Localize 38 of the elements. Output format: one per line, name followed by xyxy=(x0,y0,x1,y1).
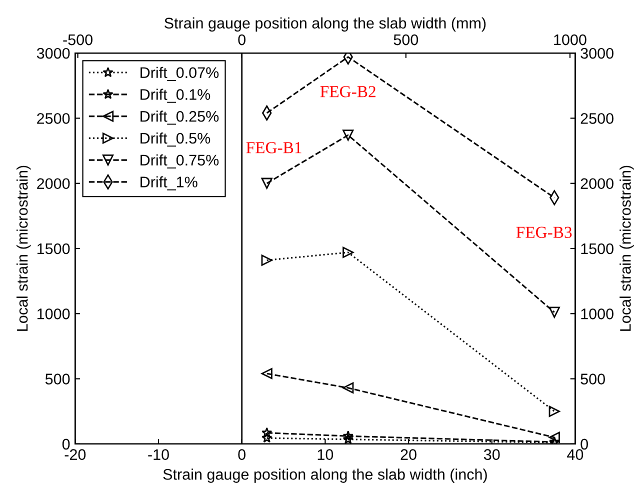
x-tick-label: -10 xyxy=(148,449,169,460)
y2-tick-label: 2000 xyxy=(580,178,614,190)
y2-axis-title: Local strain (microstrain) xyxy=(620,166,634,331)
y-tick-label: 3000 xyxy=(36,48,70,59)
legend-label: Drift_0.25% xyxy=(140,110,219,125)
legend-label: Drift_1% xyxy=(140,176,198,190)
x2-tick-label: 500 xyxy=(394,34,418,46)
x-tick-label: 30 xyxy=(484,449,500,460)
y-tick-label: 2000 xyxy=(37,178,70,190)
y-tick-label: 2500 xyxy=(37,113,70,124)
x-tick-label: 0 xyxy=(238,449,246,460)
x-tick-label: 40 xyxy=(567,449,584,460)
y-tick-label: 1000 xyxy=(37,308,70,320)
y2-tick-label: 2500 xyxy=(580,113,614,124)
legend-label: Drift_0.75% xyxy=(140,154,219,168)
x-tick-label: -20 xyxy=(64,449,86,460)
y2-tick-label: 3000 xyxy=(580,48,614,59)
x-tick-label: 10 xyxy=(318,449,334,460)
x-tick-label: 20 xyxy=(400,449,416,460)
legend-label: Drift_0.5% xyxy=(140,132,210,147)
annotation: FEG-B2 xyxy=(320,86,376,98)
x2-tick-label: 0 xyxy=(238,34,246,46)
annotation: FEG-B3 xyxy=(516,226,572,238)
y-axis-title: Local strain (microstrain) xyxy=(16,166,31,331)
y2-tick-label: 0 xyxy=(580,438,588,450)
y2-tick-label: 500 xyxy=(580,374,605,384)
legend-label: Drift_0.07% xyxy=(140,66,219,81)
annotation: FEG-B1 xyxy=(246,142,302,154)
x-axis-title: Strain gauge position along the slab width (inch) xyxy=(163,468,487,483)
legend-label: Drift_0.1% xyxy=(140,88,210,103)
y2-tick-label: 1000 xyxy=(581,308,614,320)
x2-tick-label: 1000 xyxy=(554,34,586,46)
x2-tick-label: -500 xyxy=(63,34,92,46)
y-tick-label: 0 xyxy=(62,438,70,450)
y-tick-label: 1500 xyxy=(37,243,70,254)
y2-tick-label: 1500 xyxy=(581,243,614,254)
x2-axis-title: Strain gauge position along the slab width (mm) xyxy=(164,17,486,32)
y-tick-label: 500 xyxy=(45,374,70,384)
